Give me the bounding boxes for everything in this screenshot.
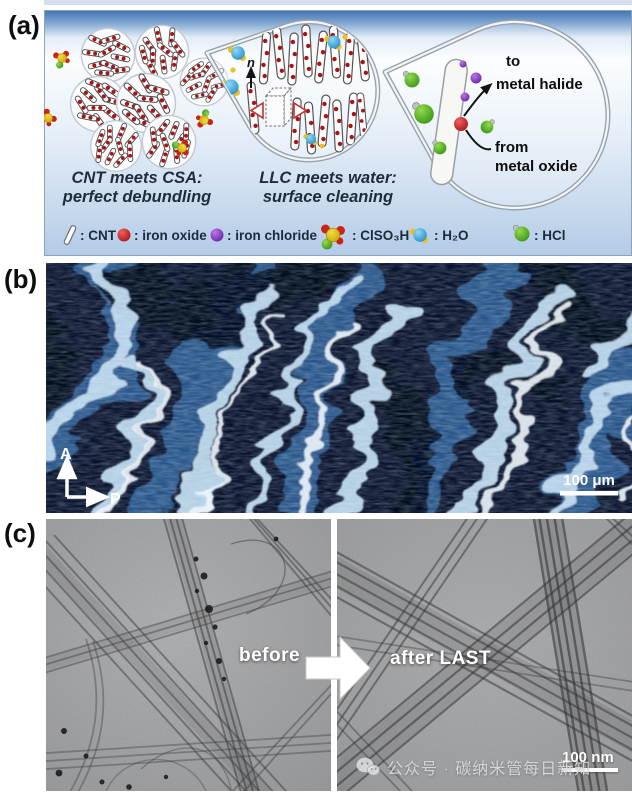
panel-b-label: (b)	[4, 264, 38, 294]
legend-cnt-label: : CNT	[80, 228, 117, 243]
before-label: before	[239, 645, 301, 666]
tem-before-grain	[46, 519, 331, 791]
annotation-metal-oxide: metal oxide	[495, 158, 578, 175]
cleaning-droplet: to metal halide from metal oxide	[382, 19, 611, 211]
legend-csa-label: : ClSO₃H	[352, 228, 409, 243]
expansion-arrows	[249, 101, 308, 120]
panel-a-label: (a)	[8, 10, 40, 40]
tem-image-after	[337, 519, 632, 791]
iron-chloride-dots	[459, 60, 482, 102]
watermark: 公众号 · 碳纳米管每日新知	[356, 755, 591, 779]
polarizer-axes: A P	[56, 446, 121, 508]
cnt-rod-icon	[63, 225, 77, 245]
to-halide-arrow	[463, 83, 493, 117]
tem-image-before	[46, 519, 331, 791]
iron-chloride-icon	[210, 228, 224, 242]
caption-llc-meets-water-line1: LLC meets water:	[259, 169, 397, 187]
from-oxide-curve	[465, 129, 492, 151]
legend-h2o-label: : H₂O	[434, 228, 469, 243]
panel-a-schematic: CNT meets CSA: perfect debundling	[44, 10, 632, 256]
panel-c-label: (c)	[4, 518, 36, 548]
wechat-icon	[356, 757, 380, 776]
scale-bar-um: 100 μm	[560, 472, 618, 496]
scale-bar-nm-label: 100 nm	[562, 749, 614, 766]
iron-oxide-icon	[117, 228, 131, 242]
analyzer-axis-label: A	[60, 446, 72, 463]
annotation-to: to	[506, 53, 520, 70]
director-symbol: n	[247, 55, 255, 70]
pom-grain-overlay	[46, 263, 632, 513]
scale-bar-nm: 100 nm	[562, 749, 618, 772]
scale-bar-nm-line	[562, 768, 618, 772]
caption-cnt-meets-csa-line2: perfect debundling	[62, 188, 212, 206]
scale-bar-um-label: 100 μm	[563, 472, 615, 489]
llc-droplet: n	[204, 19, 381, 163]
polarizer-axis-label: P	[110, 491, 121, 508]
legend-iron-oxide-label: : iron oxide	[134, 228, 207, 243]
caption-cnt-meets-csa-line1: CNT meets CSA:	[71, 169, 202, 187]
legend-row: : CNT : iron oxide : iron chloride : ClS…	[63, 224, 566, 250]
transition-arrow-icon	[305, 635, 371, 701]
iron-oxide-dot	[454, 117, 468, 131]
top-strip	[44, 0, 632, 5]
legend-hcl-label: : HCl	[534, 228, 566, 243]
water-molecules	[219, 34, 348, 149]
legend-iron-chloride-label: : iron chloride	[227, 228, 317, 243]
after-last-label: after LAST	[390, 648, 492, 669]
scale-bar-um-line	[560, 491, 618, 496]
annotation-from: from	[495, 139, 528, 156]
panel-b-pom-image: A P 100 μm	[46, 263, 632, 513]
watermark-text: 公众号 · 碳纳米管每日新知	[387, 761, 592, 778]
caption-llc-meets-water-line2: surface cleaning	[263, 188, 393, 206]
unit-cell-box	[264, 86, 293, 128]
tem-after-grain	[337, 519, 632, 791]
annotation-metal-halide: metal halide	[496, 76, 583, 93]
